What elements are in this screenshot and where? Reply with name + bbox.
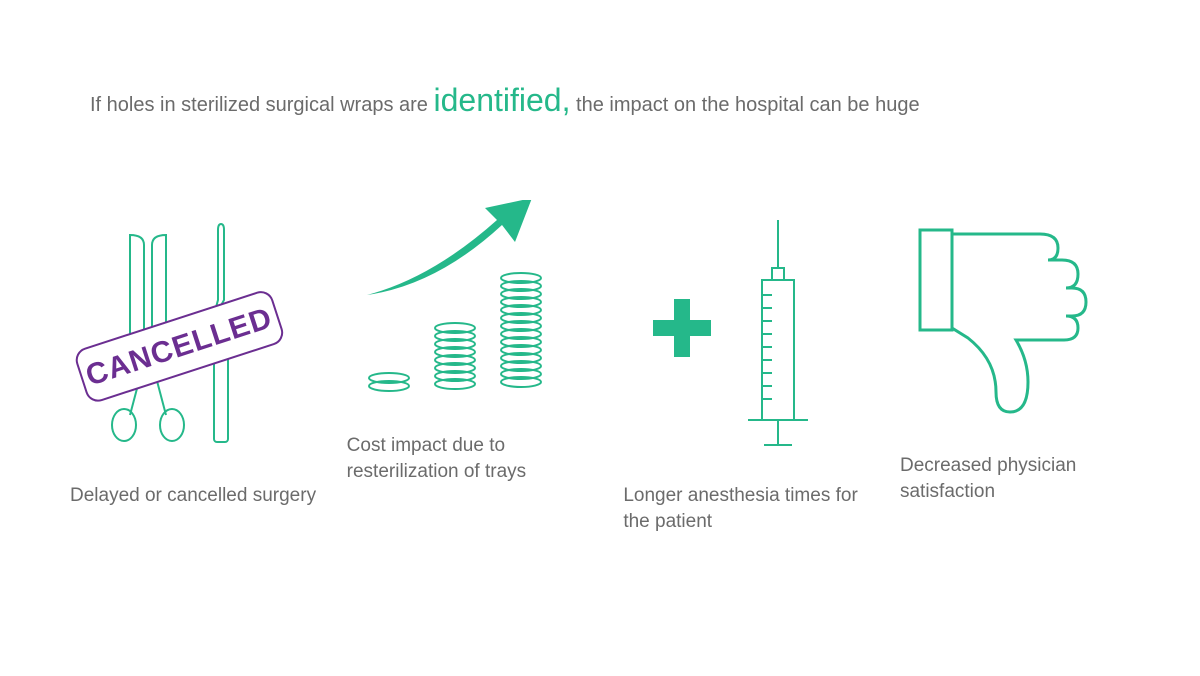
item-physician-satisfaction: Decreased physician satisfaction <box>900 200 1160 504</box>
headline: If holes in sterilized surgical wraps ar… <box>90 78 1110 123</box>
item-anesthesia-time: Longer anesthesia times for the patient <box>623 200 883 534</box>
items-row: CANCELLED Delayed or cancelled surgery <box>70 200 1160 534</box>
caption-delayed-surgery: Delayed or cancelled surgery <box>70 483 316 509</box>
headline-post: the impact on the hospital can be huge <box>576 94 920 116</box>
caption-cost-impact: Cost impact due to resterilization of tr… <box>347 433 607 484</box>
caption-physician-satisfaction: Decreased physician satisfaction <box>900 453 1160 504</box>
surgery-cancelled-icon: CANCELLED <box>70 200 300 465</box>
cost-coins-arrow-icon <box>347 200 577 415</box>
plus-syringe-icon <box>623 200 853 465</box>
item-cost-impact: Cost impact due to resterilization of tr… <box>347 200 607 484</box>
thumbs-down-icon <box>900 200 1130 435</box>
caption-anesthesia-time: Longer anesthesia times for the patient <box>623 483 883 534</box>
item-delayed-surgery: CANCELLED Delayed or cancelled surgery <box>70 200 330 509</box>
headline-pre: If holes in sterilized surgical wraps ar… <box>90 94 433 116</box>
headline-accent: identified, <box>433 82 570 118</box>
